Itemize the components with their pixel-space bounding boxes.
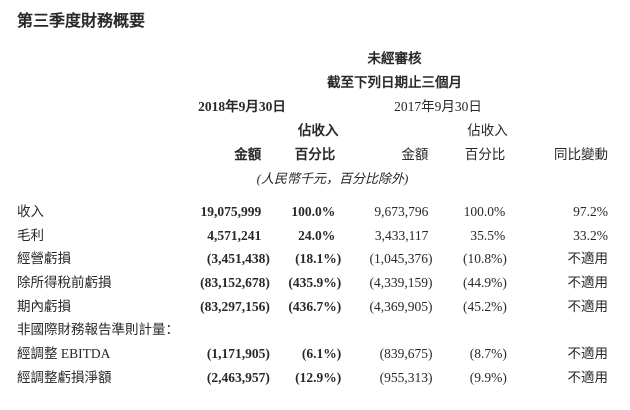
yoy-cell: 不適用 — [567, 369, 609, 385]
row-label: 期內虧損 — [17, 298, 71, 314]
pct-2017-cell: (9.9%) — [469, 369, 507, 385]
amount-2018-cell: 19,075,999 — [200, 204, 262, 219]
yoy-change-header: 同比變動 — [554, 147, 608, 162]
pct-2018-cell: 100.0% — [291, 204, 336, 219]
yoy-cell: 33.2% — [573, 227, 608, 243]
row-label: 經調整虧損淨額 — [17, 369, 112, 385]
table-row-adjusted-ebitda: 經調整 EBITDA (1,171,905) (6.1%) (839,675) … — [17, 345, 613, 369]
amount-2017-cell: (4,369,905) — [369, 298, 433, 314]
pct-of-revenue-header-2018-line1: 佔收入 — [298, 123, 339, 138]
table-header-period-row: 截至下列日期止三個月 — [17, 74, 613, 98]
table-header-pct-row: 佔收入 佔收入 — [17, 122, 613, 146]
table-row-revenue: 收入 19,075,999 100.0% 9,673,796 100.0% 97… — [17, 203, 613, 227]
pct-2018-cell: (435.9%) — [288, 275, 342, 291]
table-row-loss-for-period: 期內虧損 (83,297,156) (436.7%) (4,369,905) (… — [17, 298, 613, 322]
table-header-dates-row: 2018年9月30日 2017年9月30日 — [17, 98, 613, 122]
table-row-gross-profit: 毛利 4,571,241 24.0% 3,433,117 35.5% 33.2% — [17, 227, 613, 251]
table-body: 收入 19,075,999 100.0% 9,673,796 100.0% 97… — [17, 203, 613, 393]
table-row-adjusted-net-loss: 經調整虧損淨額 (2,463,957) (12.9%) (955,313) (9… — [17, 369, 613, 393]
page-title: 第三季度財務概要 — [17, 13, 146, 30]
amount-2017-cell: (955,313) — [379, 369, 433, 385]
row-label: 經調整 EBITDA — [17, 346, 111, 362]
financial-table: 未經審核 截至下列日期止三個月 2018年9月30日 2017年9月30日 佔收… — [17, 50, 613, 393]
table-row-non-ifrs-section: 非國際財務報告準則計量： — [17, 321, 613, 345]
amount-header-2018: 金額 — [234, 147, 262, 162]
pct-2018-cell: 24.0% — [298, 227, 336, 243]
pct-of-revenue-header-2018-line2: 百分比 — [294, 147, 336, 162]
row-label: 毛利 — [17, 227, 44, 243]
unit-note: (人民幣千元，百分比除外) — [256, 171, 409, 186]
pct-2018-cell: (18.1%) — [295, 251, 342, 267]
pct-2017-cell: (45.2%) — [462, 298, 507, 314]
table-row-operating-loss: 經營虧損 (3,451,438) (18.1%) (1,045,376) (10… — [17, 250, 613, 274]
pct-2017-cell: 100.0% — [463, 204, 506, 219]
pct-of-revenue-header-2017-line1: 佔收入 — [467, 123, 508, 138]
pct-of-revenue-header-2017-line2: 百分比 — [464, 147, 506, 162]
yoy-cell: 不適用 — [567, 298, 609, 314]
amount-2018-cell: (2,463,957) — [206, 369, 270, 385]
amount-2017-cell: 3,433,117 — [374, 227, 429, 243]
amount-2018-cell: (1,171,905) — [206, 346, 270, 362]
pct-2017-cell: (8.7%) — [469, 346, 507, 362]
amount-2017-cell: (1,045,376) — [369, 251, 433, 267]
table-row-loss-before-tax: 除所得稅前虧損 (83,152,678) (435.9%) (4,339,159… — [17, 274, 613, 298]
pct-2017-cell: (10.8%) — [462, 251, 507, 267]
section-label: 非國際財務報告準則計量： — [17, 322, 179, 338]
pct-2017-cell: (44.9%) — [462, 275, 507, 291]
row-label: 經營虧損 — [17, 251, 71, 267]
amount-header-2017: 金額 — [401, 147, 429, 162]
period-label: 截至下列日期止三個月 — [327, 75, 462, 90]
pct-2018-cell: (436.7%) — [288, 298, 342, 314]
yoy-cell: 不適用 — [567, 251, 609, 267]
amount-2018-cell: (83,152,678) — [200, 275, 270, 291]
amount-2018-cell: 4,571,241 — [207, 227, 262, 243]
amount-2017-cell: (839,675) — [379, 346, 433, 362]
amount-2017-cell: (4,339,159) — [369, 275, 433, 291]
amount-2018-cell: (83,297,156) — [200, 298, 270, 314]
yoy-cell: 不適用 — [567, 275, 609, 291]
pct-2018-cell: (6.1%) — [301, 346, 342, 362]
row-label: 收入 — [17, 204, 44, 219]
amount-2018-cell: (3,451,438) — [206, 251, 270, 267]
column-date-2017: 2017年9月30日 — [394, 99, 482, 114]
amount-2017-cell: 9,673,796 — [374, 204, 429, 219]
row-label: 除所得稅前虧損 — [17, 275, 112, 291]
pct-2017-cell: 35.5% — [470, 227, 506, 243]
table-header-columns-row: 金額 百分比 金額 百分比 同比變動 — [17, 146, 613, 170]
pct-2018-cell: (12.9%) — [295, 369, 342, 385]
unaudited-label: 未經審核 — [367, 51, 422, 66]
column-date-2018: 2018年9月30日 — [198, 99, 286, 114]
table-header-unaudited-row: 未經審核 — [17, 50, 613, 74]
yoy-cell: 97.2% — [573, 204, 608, 219]
yoy-cell: 不適用 — [567, 346, 609, 362]
table-header-unit-note-row: (人民幣千元，百分比除外) — [17, 170, 613, 194]
